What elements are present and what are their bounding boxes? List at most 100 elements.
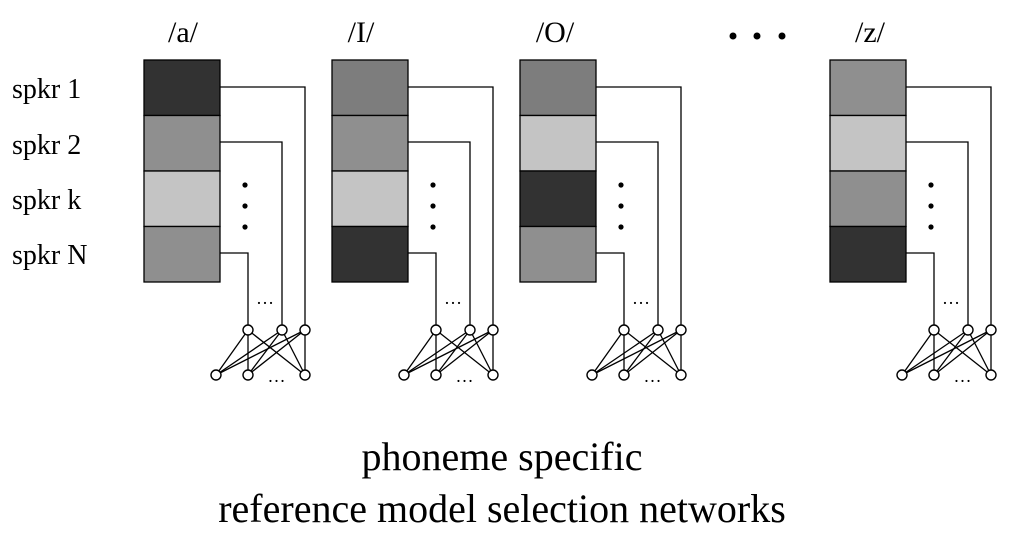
phoneme-label: /a/	[168, 16, 199, 49]
wire-spkr-1	[596, 86, 682, 325]
wire-spkr-2	[596, 141, 659, 325]
speaker-label-2: spkr 2	[12, 130, 81, 161]
vertical-ellipsis-dot	[618, 182, 624, 188]
wire-spkr-n	[906, 252, 935, 325]
network-connection	[933, 329, 969, 376]
wire-ellipsis: …	[942, 288, 960, 308]
network-input-node	[299, 324, 311, 336]
network-connection	[247, 329, 306, 376]
network-connection	[901, 329, 969, 376]
reference-model-box-spkr-2	[331, 114, 409, 172]
group-ellipsis-dot	[729, 32, 737, 40]
vertical-ellipsis-dot	[242, 224, 248, 230]
wire-spkr-2	[220, 141, 283, 325]
speaker-label-4: spkr N	[12, 240, 87, 271]
output-node-ellipsis: …	[644, 366, 662, 386]
wire-spkr-2	[408, 141, 471, 325]
wire-ellipsis: …	[256, 288, 274, 308]
network-input-node	[652, 324, 664, 336]
network-connection	[901, 329, 935, 376]
network-output-node	[398, 369, 410, 381]
network-connection	[247, 329, 283, 376]
output-node-ellipsis: …	[954, 366, 972, 386]
vertical-ellipsis-dot	[928, 182, 934, 188]
output-node-ellipsis: …	[456, 366, 474, 386]
phoneme-group-1: /a/ … …	[143, 16, 311, 386]
wire-spkr-1	[220, 86, 306, 325]
network-input-node	[618, 324, 630, 336]
network-connection	[933, 329, 992, 376]
wire-spkr-1	[906, 86, 992, 325]
network-output-node	[896, 369, 908, 381]
group-ellipsis-dot	[778, 32, 786, 40]
network-connection	[403, 329, 494, 376]
speaker-label-3: spkr k	[12, 185, 81, 216]
vertical-ellipsis-dot	[618, 203, 624, 209]
network-connection	[403, 329, 437, 376]
vertical-ellipsis-dot	[242, 203, 248, 209]
wire-spkr-n	[596, 252, 625, 325]
reference-model-box-spkr-4	[331, 225, 409, 283]
network-output-node	[586, 369, 598, 381]
wire-spkr-n	[220, 252, 249, 325]
network-output-node	[430, 369, 442, 381]
network-connection	[901, 329, 992, 376]
reference-model-box-spkr-1	[829, 59, 907, 117]
vertical-ellipsis-dot	[430, 224, 436, 230]
reference-model-box-spkr-2	[519, 114, 597, 172]
reference-model-box-spkr-3	[519, 170, 597, 228]
network-connection	[623, 329, 682, 376]
network-input-node	[487, 324, 499, 336]
phoneme-group-3: /O/ … …	[519, 16, 687, 386]
wire-spkr-n	[408, 252, 437, 325]
output-node-ellipsis: …	[268, 366, 286, 386]
network-input-node	[928, 324, 940, 336]
reference-model-box-spkr-3	[143, 170, 221, 228]
vertical-ellipsis-dot	[430, 203, 436, 209]
vertical-ellipsis-dot	[430, 182, 436, 188]
wire-ellipsis: …	[632, 288, 650, 308]
network-connection	[215, 329, 249, 376]
network-connection	[591, 329, 659, 376]
network-connection	[215, 329, 306, 376]
network-connection	[591, 329, 625, 376]
network-connection	[967, 329, 992, 376]
network-output-node	[210, 369, 222, 381]
network-connection	[435, 329, 471, 376]
vertical-ellipsis-dot	[618, 224, 624, 230]
network-connection	[623, 329, 659, 376]
group-ellipsis-dot	[753, 32, 761, 40]
network-output-node	[985, 369, 997, 381]
network-connection	[281, 329, 306, 376]
network-output-node	[618, 369, 630, 381]
network-output-node	[299, 369, 311, 381]
reference-model-box-spkr-3	[829, 170, 907, 228]
network-connection	[469, 329, 494, 376]
caption-line-1: phoneme specific	[362, 434, 643, 479]
network-input-node	[962, 324, 974, 336]
network-connection	[215, 329, 283, 376]
vertical-ellipsis-dot	[928, 203, 934, 209]
phoneme-label: /O/	[536, 16, 575, 49]
vertical-ellipsis-dot	[928, 224, 934, 230]
reference-model-box-spkr-4	[143, 225, 221, 283]
reference-model-box-spkr-2	[829, 114, 907, 172]
reference-model-box-spkr-1	[331, 59, 409, 117]
network-connection	[435, 329, 494, 376]
wire-spkr-2	[906, 141, 969, 325]
network-input-node	[430, 324, 442, 336]
network-input-node	[985, 324, 997, 336]
phoneme-group-4: /z/……	[829, 16, 997, 386]
network-input-node	[276, 324, 288, 336]
reference-model-box-spkr-4	[519, 225, 597, 283]
network-input-node	[675, 324, 687, 336]
reference-model-box-spkr-3	[331, 170, 409, 228]
reference-model-box-spkr-1	[519, 59, 597, 117]
network-output-node	[675, 369, 687, 381]
vertical-ellipsis-dot	[242, 182, 248, 188]
network-output-node	[487, 369, 499, 381]
phoneme-label: /I/	[348, 16, 375, 49]
network-input-node	[464, 324, 476, 336]
